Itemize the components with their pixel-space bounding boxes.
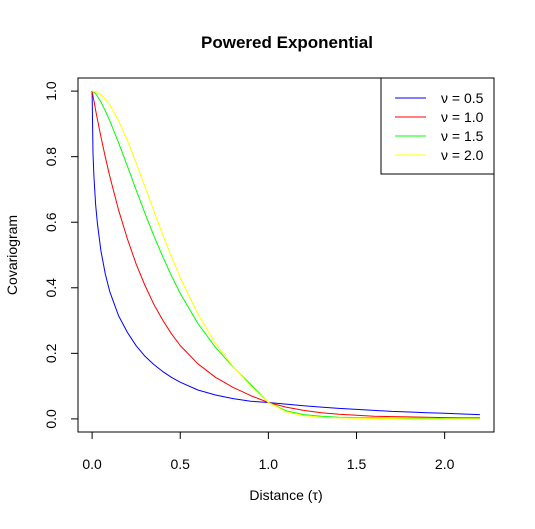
y-tick-label: 0.2 — [43, 343, 59, 363]
series-line-4 — [92, 90, 480, 420]
legend-label: ν = 2.0 — [441, 147, 484, 163]
legend-label: ν = 1.5 — [441, 128, 484, 144]
legend-box — [380, 77, 495, 175]
y-tick-label: 0.4 — [43, 278, 59, 298]
chart-title: Powered Exponential — [201, 33, 373, 52]
series-layer — [91, 90, 480, 420]
x-tick-label: 0.5 — [171, 456, 191, 472]
y-axis-label: Covariogram — [4, 215, 20, 295]
x-tick-label: 1.0 — [259, 456, 279, 472]
y-axis: 0.0 0.2 0.4 0.6 0.8 1.0 — [43, 81, 79, 429]
x-tick-label: 1.5 — [347, 456, 367, 472]
y-tick-label: 0.8 — [43, 147, 59, 167]
y-tick-label: 0.0 — [43, 409, 59, 429]
x-tick-label: 2.0 — [435, 456, 455, 472]
series-line-1 — [91, 91, 480, 416]
y-tick-label: 1.0 — [43, 81, 59, 101]
y-tick-label: 0.6 — [43, 212, 59, 232]
series-line-2 — [91, 91, 480, 419]
x-axis-label: Distance (τ) — [249, 487, 322, 503]
legend: ν = 0.5 ν = 1.0 ν = 1.5 ν = 2.0 — [380, 77, 495, 175]
x-tick-label: 0.0 — [82, 456, 102, 472]
legend-label: ν = 1.0 — [441, 109, 484, 125]
legend-label: ν = 0.5 — [441, 90, 484, 106]
x-axis: 0.0 0.5 1.0 1.5 2.0 — [82, 431, 455, 472]
